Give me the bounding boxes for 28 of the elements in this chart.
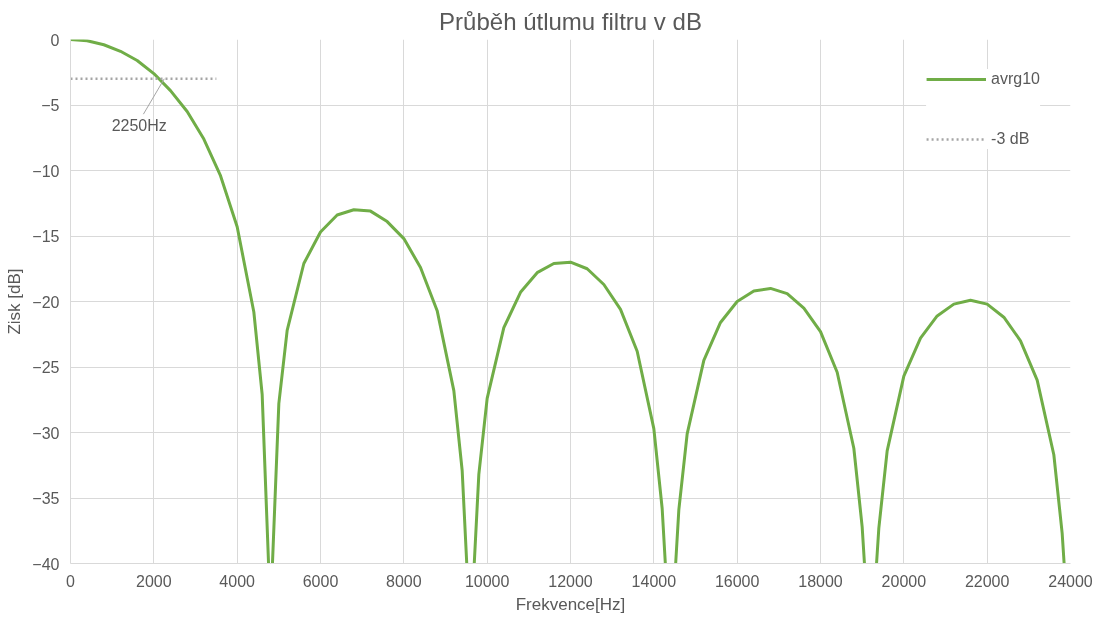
x-tick-label: 22000 [964,572,1010,590]
x-tick-label: 24000 [1048,572,1093,590]
legend-label: -3 dB [991,130,1030,148]
y-tick-label: −40 [32,555,60,573]
y-tick-label: 0 [50,31,60,49]
x-tick-label: 14000 [631,572,677,590]
y-tick-label: −10 [32,162,60,180]
y-tick-label: −20 [32,293,60,311]
y-tick-label: −5 [41,97,60,114]
x-tick-label: 20000 [881,572,927,590]
y-tick-label: −35 [32,490,60,507]
x-tick-label: 8000 [386,572,422,590]
legend-label: avrg10 [991,70,1040,88]
annotation: 2250Hz [111,116,167,134]
chart-title: Průběh útlumu filtru v dB [439,7,702,35]
x-tick-label: 10000 [464,572,510,590]
x-tick-label: 16000 [714,572,760,590]
x-tick-label: 6000 [302,572,339,590]
x-tick-label: 0 [66,572,76,590]
x-tick-label: 12000 [548,572,593,590]
y-axis-title: Zisk [dB] [5,268,25,335]
x-axis-title: Frekvence[Hz] [515,594,626,614]
y-tick-label: −30 [32,424,60,442]
x-tick-label: 4000 [219,572,256,590]
y-tick-label: −15 [32,228,60,245]
x-tick-label: 2000 [136,572,172,590]
x-tick-label: 18000 [798,572,843,590]
y-tick-label: −25 [32,359,60,376]
